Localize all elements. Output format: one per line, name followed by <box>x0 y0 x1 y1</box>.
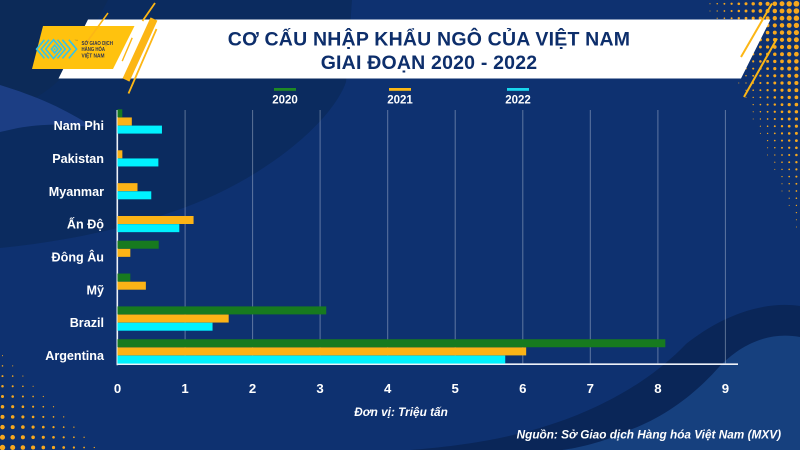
svg-text:™: ™ <box>75 39 79 44</box>
svg-text:Đơn vị: Triệu tấn: Đơn vị: Triệu tấn <box>354 405 448 419</box>
svg-text:Mỹ: Mỹ <box>87 283 105 297</box>
svg-text:8: 8 <box>654 381 661 396</box>
svg-text:Đông Âu: Đông Âu <box>52 250 104 265</box>
svg-text:Myanmar: Myanmar <box>49 185 104 199</box>
svg-text:3: 3 <box>316 381 323 396</box>
svg-text:0: 0 <box>114 381 121 396</box>
svg-text:1: 1 <box>181 381 188 396</box>
svg-text:2: 2 <box>249 381 256 396</box>
svg-text:6: 6 <box>519 381 526 396</box>
svg-text:GIAI ĐOẠN 2020 - 2022: GIAI ĐOẠN 2020 - 2022 <box>321 52 538 74</box>
svg-text:2022: 2022 <box>505 95 531 107</box>
svg-text:Argentina: Argentina <box>45 349 105 363</box>
svg-text:Pakistan: Pakistan <box>52 152 104 166</box>
svg-text:9: 9 <box>722 381 729 396</box>
svg-text:2020: 2020 <box>272 95 298 107</box>
svg-text:VIỆT NAM: VIỆT NAM <box>82 51 105 59</box>
svg-text:Nam Phi: Nam Phi <box>54 119 104 133</box>
svg-text:7: 7 <box>587 381 594 396</box>
svg-text:2021: 2021 <box>387 95 413 107</box>
svg-text:5: 5 <box>452 381 459 396</box>
svg-text:HÀNG HÓA: HÀNG HÓA <box>82 45 106 53</box>
svg-text:Nguồn: Sở Giao dịch Hàng hóa V: Nguồn: Sở Giao dịch Hàng hóa Việt Nam (M… <box>517 428 781 442</box>
svg-text:Brazil: Brazil <box>70 316 104 330</box>
svg-text:Ấn Độ: Ấn Độ <box>67 217 104 232</box>
svg-text:CƠ CẤU NHẬP KHẨU NGÔ CỦA VIỆT: CƠ CẤU NHẬP KHẨU NGÔ CỦA VIỆT NAM <box>228 27 630 51</box>
svg-text:4: 4 <box>384 381 392 396</box>
svg-text:SỞ GIAO DỊCH: SỞ GIAO DỊCH <box>82 40 114 47</box>
